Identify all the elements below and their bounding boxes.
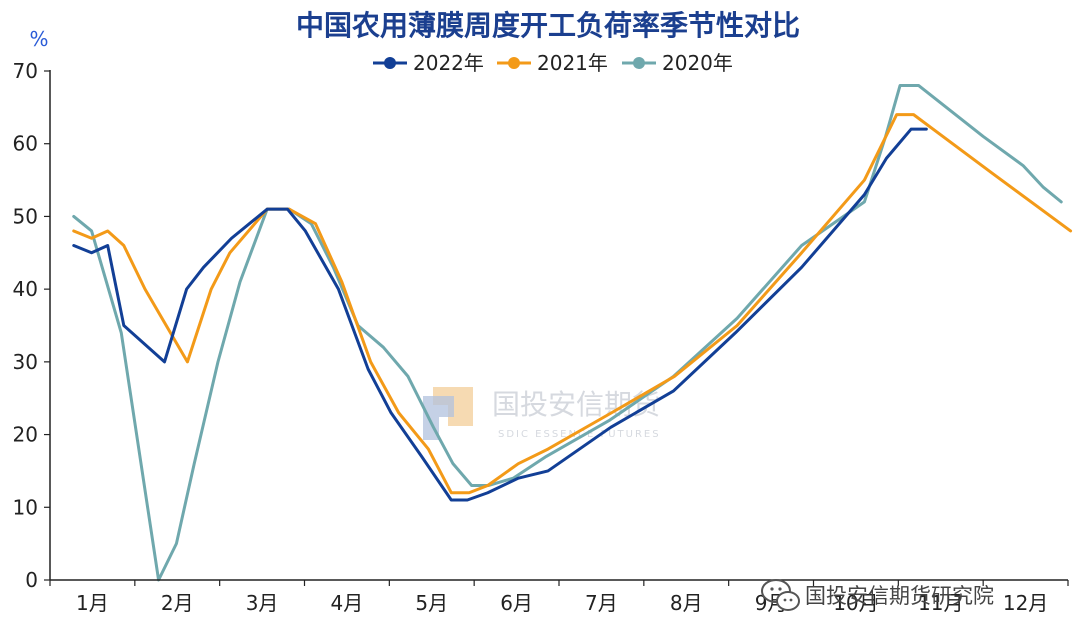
x-tick-label: 8月 [670, 591, 703, 615]
watermark: 国投安信期货 SDIC ESSENCE FUTURES [423, 387, 661, 440]
source-mark: 国投安信期货研究院 [761, 579, 994, 611]
plot-area [72, 84, 1073, 582]
x-tick-label: 1月 [76, 591, 109, 615]
y-tick-label: 10 [13, 495, 38, 519]
series-line-2 [72, 84, 1063, 582]
wechat-icon [761, 579, 800, 611]
x-tick-label: 3月 [246, 591, 279, 615]
y-tick-label: 70 [13, 59, 38, 83]
legend: 2022年 2021年 2020年 [373, 51, 733, 75]
y-tick-label: 60 [13, 132, 38, 156]
legend-marker-0 [384, 57, 396, 69]
series-line-1 [72, 113, 1073, 495]
x-tick-label: 10月 [833, 591, 878, 615]
x-tick-label: 5月 [415, 591, 448, 615]
x-tick-label: 12月 [1003, 591, 1048, 615]
y-axis-unit-label: % [29, 27, 48, 51]
x-tick-label: 7月 [585, 591, 618, 615]
series-line-0 [72, 127, 928, 502]
legend-label-2: 2020年 [662, 51, 733, 75]
watermark-english-text: SDIC ESSENCE FUTURES [498, 429, 661, 440]
legend-label-1: 2021年 [537, 51, 608, 75]
y-tick-label: 40 [13, 277, 38, 301]
wechat-source-text: 国投安信期货研究院 [805, 584, 994, 608]
y-tick-label: 20 [13, 423, 38, 447]
y-tick-label: 30 [13, 350, 38, 374]
x-tick-label: 11月 [918, 591, 963, 615]
x-tick-label: 4月 [331, 591, 364, 615]
legend-marker-2 [633, 57, 645, 69]
legend-marker-1 [508, 57, 520, 69]
legend-label-0: 2022年 [413, 51, 484, 75]
y-tick-label: 50 [13, 204, 38, 228]
x-tick-label: 6月 [500, 591, 533, 615]
y-tick-label: 0 [25, 568, 38, 592]
chart-title: 中国农用薄膜周度开工负荷率季节性对比 [296, 9, 800, 42]
watermark-logo-blue [423, 396, 454, 440]
x-tick-label: 2月 [161, 591, 194, 615]
